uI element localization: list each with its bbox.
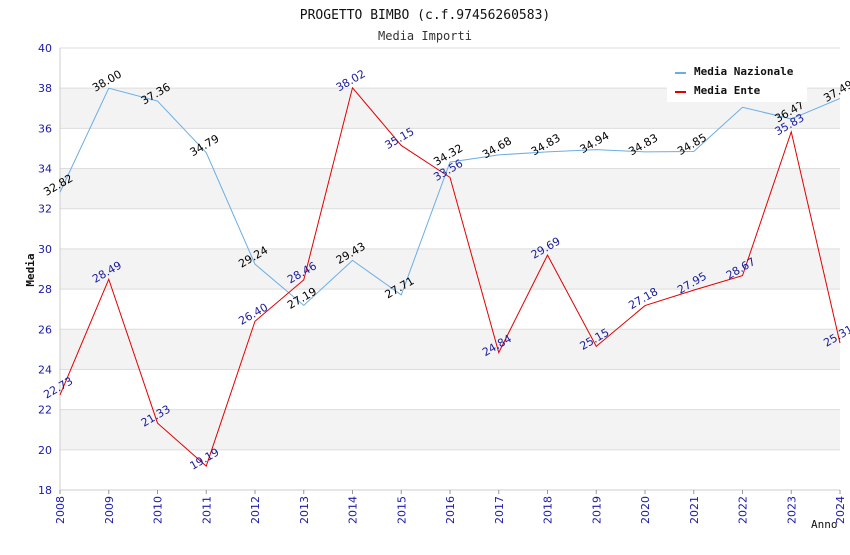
x-tick-label: 2013 xyxy=(298,496,311,524)
series-line-media-ente xyxy=(59,86,841,467)
chart-title: PROGETTO BIMBO (c.f.97456260583) xyxy=(300,8,550,23)
data-label-media-nazionale: 34.83 xyxy=(626,131,660,158)
x-tick-label: 2024 xyxy=(834,496,847,524)
x-tick-label: 2018 xyxy=(542,496,555,524)
data-label-media-nazionale: 34.85 xyxy=(675,131,709,158)
x-tick-label: 2012 xyxy=(249,496,262,524)
data-label-media-nazionale: 34.68 xyxy=(480,134,514,161)
data-label-media-ente: 26.40 xyxy=(236,301,270,328)
x-tick-label: 2010 xyxy=(152,496,165,524)
x-tick-label: 2008 xyxy=(54,496,67,524)
y-axis-label: Media xyxy=(24,253,37,286)
series-line-media-nazionale xyxy=(59,87,841,307)
x-axis-label: Anno xyxy=(811,518,838,531)
y-tick-label: 22 xyxy=(38,404,52,417)
y-tick-label: 28 xyxy=(38,283,52,296)
y-tick-label: 34 xyxy=(38,163,52,176)
grid-band xyxy=(60,168,840,209)
y-tick-label: 38 xyxy=(38,82,52,95)
y-tick-label: 26 xyxy=(38,323,52,336)
x-tick-label: 2021 xyxy=(688,496,701,524)
x-tick-label: 2019 xyxy=(590,496,603,524)
grid-band xyxy=(60,248,840,290)
y-tick-label: 20 xyxy=(38,444,52,457)
series-lines xyxy=(59,86,841,467)
y-tick-label: 40 xyxy=(38,42,52,55)
x-tick-label: 2014 xyxy=(347,496,360,524)
data-label-media-ente: 22.73 xyxy=(41,374,75,401)
axes xyxy=(59,48,841,494)
chart-subtitle: Media Importi xyxy=(378,29,472,43)
x-tick-label: 2015 xyxy=(395,496,408,524)
y-tick-label: 32 xyxy=(38,203,52,216)
x-tick-label: 2009 xyxy=(103,496,116,524)
grid-bands xyxy=(60,88,840,450)
x-tick-label: 2011 xyxy=(200,496,213,524)
x-tick-label: 2022 xyxy=(737,496,750,524)
x-tick-label: 2023 xyxy=(785,496,798,524)
x-tick-label: 2017 xyxy=(493,496,506,524)
legend: Media Nazionale Media Ente xyxy=(667,60,807,102)
y-tick-label: 36 xyxy=(38,122,52,135)
grid-band xyxy=(60,329,840,370)
data-label-media-nazionale: 34.83 xyxy=(529,131,563,158)
y-tick-label: 30 xyxy=(38,243,52,256)
x-tick-label: 2016 xyxy=(444,496,457,524)
y-tick-label: 24 xyxy=(38,363,52,376)
legend-label-media-ente: Media Ente xyxy=(694,84,761,97)
data-label-media-nazionale: 34.94 xyxy=(578,129,612,156)
data-label-media-nazionale: 34.79 xyxy=(188,132,222,159)
legend-box xyxy=(667,60,807,102)
x-tick-label: 2020 xyxy=(639,496,652,524)
y-tick-label: 18 xyxy=(38,484,52,497)
grid-band xyxy=(60,409,840,450)
gridlines xyxy=(60,47,840,491)
legend-label-media-nazionale: Media Nazionale xyxy=(694,65,794,78)
